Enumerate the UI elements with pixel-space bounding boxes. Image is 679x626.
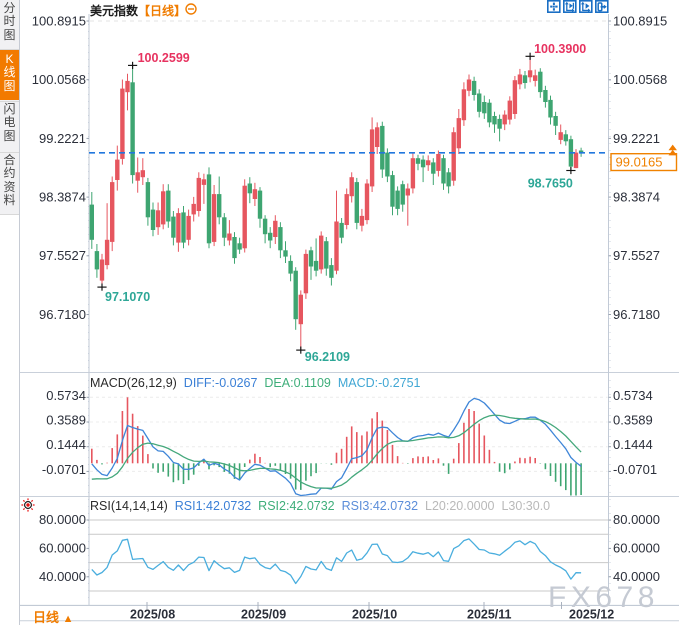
svg-text:99.2221: 99.2221	[613, 131, 660, 146]
svg-text:0.5734: 0.5734	[46, 388, 86, 403]
svg-text:80.0000: 80.0000	[613, 512, 660, 527]
svg-text:98.7650: 98.7650	[528, 177, 573, 191]
svg-text:0.1444: 0.1444	[613, 437, 653, 452]
svg-text:0.1444: 0.1444	[46, 437, 86, 452]
svg-text:98.3874: 98.3874	[613, 190, 660, 205]
svg-text:0.3589: 0.3589	[613, 413, 653, 428]
svg-text:60.0000: 60.0000	[39, 541, 86, 556]
svg-text:100.0568: 100.0568	[613, 72, 667, 87]
svg-text:98.3874: 98.3874	[39, 190, 86, 205]
svg-text:96.2109: 96.2109	[305, 350, 350, 364]
svg-text:-0.0701: -0.0701	[613, 462, 657, 477]
svg-text:2025/10: 2025/10	[352, 607, 397, 621]
svg-text:0.5734: 0.5734	[613, 388, 653, 403]
svg-text:99.2221: 99.2221	[39, 131, 86, 146]
svg-text:-0.0701: -0.0701	[42, 462, 86, 477]
svg-text:40.0000: 40.0000	[39, 569, 86, 584]
svg-text:96.7180: 96.7180	[613, 307, 660, 322]
svg-text:100.8915: 100.8915	[613, 13, 667, 28]
svg-text:0.3589: 0.3589	[46, 413, 86, 428]
svg-text:100.3900: 100.3900	[534, 42, 586, 56]
svg-text:99.0165: 99.0165	[616, 154, 663, 169]
svg-text:97.1070: 97.1070	[105, 290, 150, 304]
svg-text:97.5527: 97.5527	[39, 248, 86, 263]
svg-text:96.7180: 96.7180	[39, 307, 86, 322]
svg-text:2025/11: 2025/11	[467, 607, 512, 621]
svg-text:2025/12: 2025/12	[569, 607, 614, 621]
svg-text:2025/09: 2025/09	[241, 607, 286, 621]
svg-text:2025/08: 2025/08	[130, 607, 175, 621]
svg-text:80.0000: 80.0000	[39, 512, 86, 527]
svg-text:97.5527: 97.5527	[613, 248, 660, 263]
svg-text:100.2599: 100.2599	[138, 51, 190, 65]
svg-text:60.0000: 60.0000	[613, 541, 660, 556]
svg-text:100.8915: 100.8915	[32, 13, 86, 28]
svg-text:40.0000: 40.0000	[613, 569, 660, 584]
svg-text:100.0568: 100.0568	[32, 72, 86, 87]
